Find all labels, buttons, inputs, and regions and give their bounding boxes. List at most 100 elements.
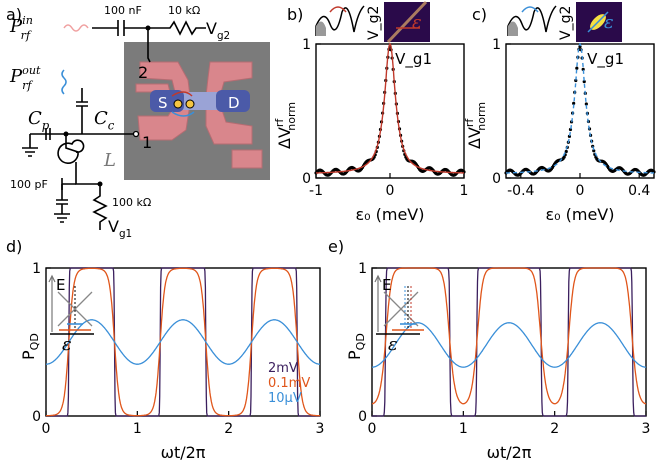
d-series-2 xyxy=(46,319,320,365)
b-ytick-label: 0 xyxy=(302,171,311,187)
c-inset-symbol: ε xyxy=(604,12,614,33)
rf-in-wave xyxy=(63,24,89,32)
c-data-point xyxy=(592,149,596,153)
e-series-1 xyxy=(372,267,646,405)
e-series-2 xyxy=(371,322,647,368)
d-energy-label: E xyxy=(56,276,65,294)
e-energy-arrowhead xyxy=(374,274,382,283)
d-xtick-label: 3 xyxy=(316,421,325,437)
e-inset-symbol: ε xyxy=(388,334,398,355)
cp-label: Cp xyxy=(28,108,50,132)
d-xtick-label: 1 xyxy=(133,421,142,437)
resistor-10k xyxy=(124,20,206,36)
b-ytick-label: 1 xyxy=(302,37,311,53)
c-ytick-label: 0 xyxy=(492,171,501,187)
c-data-point xyxy=(584,102,588,106)
res-top-label: 10 kΩ xyxy=(168,4,200,17)
rf-in-label: Pin rf xyxy=(9,14,33,42)
resistor-100k xyxy=(92,184,108,230)
legend-entry-2: 10μV xyxy=(268,391,302,406)
e-ytick-label: 0 xyxy=(358,409,367,425)
b-xtick-label: 1 xyxy=(460,183,469,199)
c-ytick-label: 1 xyxy=(492,37,501,53)
d-inset: Eε xyxy=(48,274,94,355)
d-ylabel: PQD xyxy=(19,333,41,360)
inductor-coil xyxy=(57,134,85,164)
d-ytick-label: 1 xyxy=(32,261,41,277)
b-inset-ylabel: V_g2 xyxy=(366,6,382,40)
b-ylabel: ΔVrfnorm xyxy=(273,102,298,149)
wire-gate2 xyxy=(147,28,151,63)
c-ylabel: ΔVrfnorm xyxy=(463,102,488,149)
panel-label-b: b) xyxy=(287,5,303,24)
d-series-1 xyxy=(46,267,320,417)
vg2-label: Vg2 xyxy=(206,19,230,42)
d-ytick-label: 0 xyxy=(32,409,41,425)
capacitor-100nf xyxy=(117,20,125,36)
inductor-label: L xyxy=(103,150,116,171)
b-transition-line xyxy=(386,0,428,44)
capacitor-cc xyxy=(76,88,88,134)
c-xtick-label: 0.4 xyxy=(628,183,650,199)
d-energy-arrowhead xyxy=(48,274,56,283)
b-inset: ε V_g2 V_g1 xyxy=(315,0,432,69)
tunnel-arrow-red xyxy=(171,91,193,97)
gate1-number: 1 xyxy=(142,133,152,152)
drain-contact xyxy=(216,90,250,112)
capacitor-cp xyxy=(45,128,51,140)
b-potential-curve xyxy=(315,5,365,36)
wire-cap-bottom xyxy=(61,178,76,190)
c-tunnel-arrow xyxy=(521,6,539,13)
res-bottom-label: 100 kΩ xyxy=(112,196,151,209)
d-xtick-label: 0 xyxy=(42,421,51,437)
node-top xyxy=(145,25,151,31)
c-inset-ylabel: V_g2 xyxy=(558,6,574,40)
vg1-label: Vg1 xyxy=(108,217,132,240)
c-chart: -0.4 0 0.4 0 1 ε₀ (meV) ΔVrfnorm ε V_g2 V_g1 xyxy=(463,2,656,224)
c-data-point xyxy=(572,101,576,105)
cap-bottom-label: 100 pF xyxy=(10,178,48,191)
c-plot-frame xyxy=(505,43,655,179)
b-xlabel: ε₀ (meV) xyxy=(355,205,424,224)
e-plot-frame xyxy=(371,267,647,417)
quantum-dot-1 xyxy=(173,99,183,109)
b-fit-line xyxy=(316,42,464,174)
drain-label: D xyxy=(228,94,240,112)
b-tunnel-arrow xyxy=(329,6,347,13)
b-fermi-sea xyxy=(316,21,326,36)
wire-bottom xyxy=(75,162,100,185)
quantum-dot-2 xyxy=(185,99,195,109)
c-data-point xyxy=(582,79,586,84)
b-xtick-label: -1 xyxy=(309,183,323,199)
tunnel-arrow-blue xyxy=(171,111,195,117)
node-gate1 xyxy=(132,130,140,138)
e-xtick-label: 1 xyxy=(459,421,468,437)
cc-label: Cc xyxy=(94,108,115,132)
e-xlabel: ωt/2π xyxy=(487,443,532,462)
e-chart: 0 1 2 3 0 1 ωt/2π PQD Eε xyxy=(345,261,650,462)
b-plot-frame xyxy=(315,43,465,179)
legend-entry-1: 0.1mV xyxy=(268,376,310,391)
e-energy-label: E xyxy=(382,276,391,294)
c-inset-xlabel: V_g1 xyxy=(587,50,624,69)
b-xtick-label: 0 xyxy=(386,183,395,199)
c-xlabel: ε₀ (meV) xyxy=(545,205,614,224)
d-xtick-label: 2 xyxy=(224,421,233,437)
b-inset-xlabel: V_g1 xyxy=(395,50,432,69)
d-xlabel: ωt/2π xyxy=(161,443,206,462)
d-inset-symbol: ε xyxy=(62,334,72,355)
b-inset-symbol: ε xyxy=(412,12,422,33)
c-xtick-label: 0 xyxy=(576,183,585,199)
gate-right-top xyxy=(205,61,253,97)
ground-cp xyxy=(22,134,38,157)
c-xtick-label: -0.4 xyxy=(507,183,534,199)
c-data-point xyxy=(564,149,568,154)
gate-pad xyxy=(231,149,263,169)
panel-label-d: d) xyxy=(6,237,22,256)
capacitor-100pf xyxy=(54,184,70,223)
gate-1-electrode xyxy=(137,103,191,141)
panel-label-e: e) xyxy=(328,237,344,256)
